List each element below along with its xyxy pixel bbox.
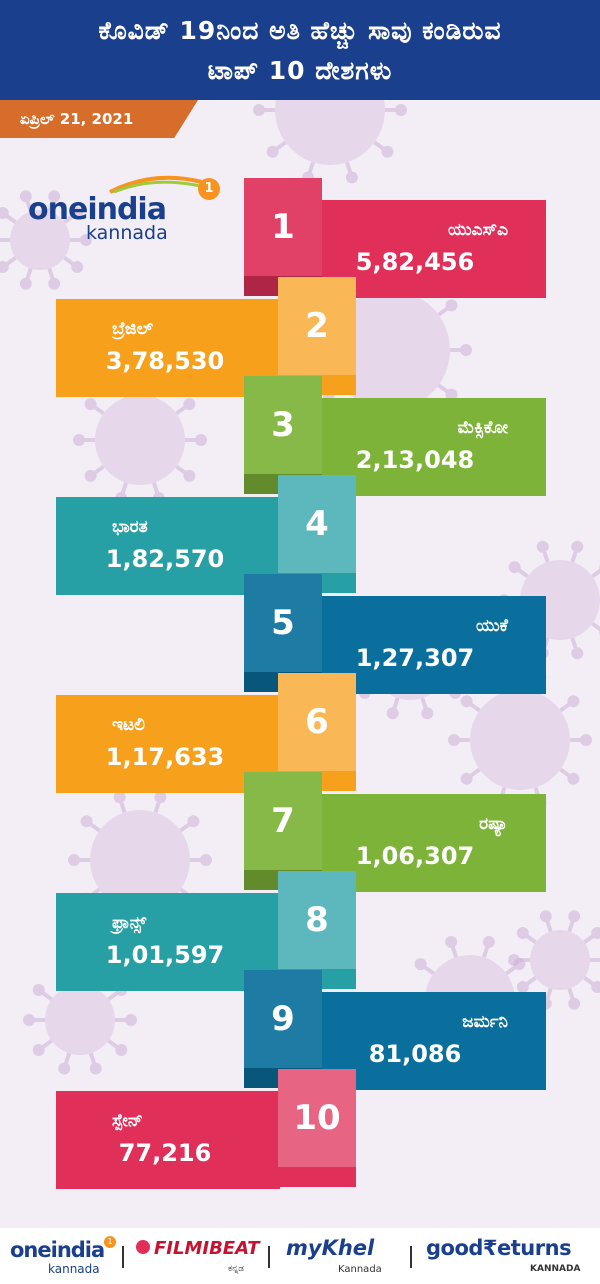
footer-separator — [122, 1246, 124, 1268]
footer-oneindia-text: oneindia — [10, 1238, 105, 1262]
footer-logos: oneindia 1 kannada FILMIBEAT ಕನ್ನಡ myKhe… — [0, 1228, 600, 1284]
rank-tab — [244, 376, 322, 474]
rank-tab — [278, 277, 356, 375]
death-count: 2,13,048 — [355, 446, 475, 474]
logo-badge: 1 — [198, 178, 220, 200]
country-name: ಬ್ರೆಜಿಲ್ — [112, 319, 153, 339]
footer-mykhel-sub: Kannada — [338, 1264, 382, 1275]
rank-tab — [278, 871, 356, 969]
rank-tab-shadow — [278, 1167, 356, 1187]
country-name: ಸ್ಪೇನ್ — [112, 1111, 143, 1131]
rank-number: 9 — [271, 999, 295, 1039]
rank-bar — [56, 1091, 280, 1189]
virus-icon — [508, 910, 600, 1010]
death-count: 3,78,530 — [105, 347, 225, 375]
footer-filmibeat-text: FILMIBEAT — [154, 1238, 260, 1259]
rank-number: 4 — [305, 504, 329, 544]
death-count: 1,06,307 — [355, 842, 475, 870]
death-count: 1,17,633 — [105, 743, 225, 771]
death-count: 81,086 — [368, 1040, 462, 1068]
country-name: ಇಟಲಿ — [112, 715, 145, 735]
header-banner: ಕೊವಿಡ್ 19ನಿಂದ ಅತಿ ಹೆಚ್ಚು ಸಾವು ಕಂಡಿರುವ ಟಾ… — [0, 0, 600, 100]
rank-bar — [56, 299, 280, 397]
rank-bar — [322, 992, 546, 1090]
oneindia-logo: oneindia kannada 1 — [28, 174, 228, 244]
footer-oneindia-badge: 1 — [104, 1236, 116, 1248]
country-name: ಫ್ರಾನ್ಸ್ — [112, 913, 147, 933]
rank-number: 5 — [271, 603, 295, 643]
virus-icon — [73, 375, 207, 505]
rank-bar — [322, 200, 546, 298]
death-count: 1,27,307 — [355, 644, 475, 672]
rank-number: 8 — [305, 900, 329, 940]
rank-bar — [322, 794, 546, 892]
rank-tab — [244, 772, 322, 870]
title-line-1: ಕೊವಿಡ್ 19ನಿಂದ ಅತಿ ಹೆಚ್ಚು ಸಾವು ಕಂಡಿರುವ — [98, 16, 502, 45]
country-name: ಜರ್ಮನಿ — [462, 1012, 508, 1032]
footer-filmibeat-sub: ಕನ್ನಡ — [228, 1264, 245, 1274]
virus-icon — [0, 190, 92, 290]
country-name: ಯುಎಸ್‌ಎ — [448, 220, 508, 240]
rank-tab — [278, 673, 356, 771]
footer-goodreturns-sub: KANNADA — [530, 1264, 581, 1274]
death-count: 77,216 — [118, 1139, 212, 1167]
rank-bar — [322, 398, 546, 496]
rank-tab — [278, 1069, 356, 1167]
rank-bar — [56, 893, 280, 991]
footer-separator — [410, 1246, 412, 1268]
rank-number: 2 — [305, 306, 329, 346]
footer-mykhel-text: myKhel — [286, 1236, 375, 1260]
rank-number: 7 — [271, 801, 295, 841]
title-line-2: ಟಾಪ್ 10 ದೇಶಗಳು — [207, 56, 393, 85]
rank-number: 10 — [293, 1098, 341, 1138]
footer-oneindia-sub: kannada — [48, 1262, 100, 1276]
country-name: ಯುಕೆ — [476, 616, 508, 636]
rank-number: 6 — [305, 702, 329, 742]
rank-tab — [244, 574, 322, 672]
logo-text-sub: kannada — [86, 222, 168, 244]
death-count: 1,82,570 — [105, 545, 225, 573]
country-name: ಮೆಕ್ಸಿಕೋ — [457, 418, 508, 438]
country-name: ಭಾರತ — [112, 517, 148, 537]
death-count: 1,01,597 — [105, 941, 225, 969]
rank-bar — [56, 497, 280, 595]
rank-tab — [244, 178, 322, 276]
rank-bar — [56, 695, 280, 793]
rank-tab — [278, 475, 356, 573]
date-tag: ಏಪ್ರಿಲ್ 21, 2021 — [0, 100, 198, 138]
country-name: ರಷ್ಯಾ — [479, 814, 508, 834]
logo-text-main: oneindia — [28, 192, 167, 227]
death-count: 5,82,456 — [355, 248, 475, 276]
rank-number: 1 — [271, 207, 295, 247]
filmibeat-icon — [136, 1240, 150, 1254]
footer-separator — [268, 1246, 270, 1268]
rank-tab — [244, 970, 322, 1068]
rank-number: 3 — [271, 405, 295, 445]
swoosh-icon — [109, 175, 203, 194]
rank-bar — [322, 596, 546, 694]
footer-goodreturns-text: good₹eturns — [426, 1236, 572, 1260]
